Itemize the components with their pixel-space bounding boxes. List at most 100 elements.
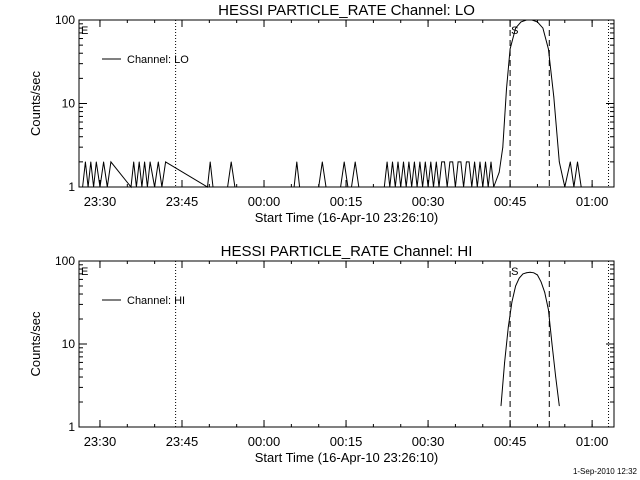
data-point — [394, 186, 396, 188]
data-point — [438, 186, 440, 188]
data-point — [389, 186, 391, 188]
x-tick-label: 00:45 — [494, 194, 527, 209]
x-tick-label: 23:45 — [166, 434, 199, 449]
data-point — [424, 161, 426, 163]
data-point — [504, 362, 505, 363]
data-point — [537, 21, 538, 23]
legend-label: Channel: LO — [127, 54, 189, 66]
y-tick-label: 100 — [55, 13, 75, 27]
data-point — [414, 161, 415, 163]
data-point — [553, 96, 555, 98]
data-point — [542, 27, 544, 29]
data-point — [82, 186, 83, 188]
data-point — [347, 186, 349, 188]
data-point — [471, 186, 473, 188]
y-tick-label: 1 — [68, 180, 75, 194]
data-point — [209, 161, 211, 163]
data-point — [358, 186, 360, 188]
data-point — [147, 186, 148, 188]
data-point — [408, 161, 410, 163]
data-point — [476, 186, 478, 188]
data-point — [405, 186, 407, 188]
data-point — [87, 186, 89, 188]
data-point — [531, 19, 533, 21]
data-point — [234, 186, 236, 188]
x-tick-label: 00:00 — [248, 194, 281, 209]
data-point — [141, 186, 143, 188]
data-point — [93, 186, 94, 188]
data-point — [460, 161, 462, 163]
legend-label: Channel: HI — [127, 295, 185, 307]
data-point — [548, 309, 549, 310]
data-point — [466, 161, 467, 163]
data-point — [144, 161, 146, 163]
data-point — [540, 281, 542, 283]
data-point — [520, 21, 522, 23]
marker-label: S — [511, 266, 518, 278]
data-point — [537, 274, 538, 276]
y-axis-label: Counts/sec — [28, 70, 43, 136]
data-point — [500, 405, 502, 407]
data-point — [580, 186, 582, 188]
data-point — [555, 376, 557, 378]
data-point — [154, 186, 156, 188]
data-point — [165, 161, 167, 163]
data-point — [403, 161, 404, 163]
data-point — [227, 186, 229, 188]
y-axis-label: Counts/sec — [28, 311, 43, 377]
data-point — [419, 161, 421, 163]
data-point — [430, 161, 432, 163]
data-point — [455, 186, 456, 188]
data-point — [85, 161, 86, 163]
data-point — [533, 272, 535, 274]
data-point — [502, 146, 504, 148]
data-point — [485, 161, 486, 163]
data-point — [138, 161, 140, 163]
y-tick-label: 100 — [55, 254, 75, 268]
chart-title: HESSI PARTICLE_RATE Channel: HI — [221, 243, 473, 260]
data-point — [433, 186, 434, 188]
x-tick-label: 00:00 — [248, 434, 281, 449]
data-point — [511, 301, 513, 303]
data-point — [515, 285, 516, 287]
data-point — [296, 161, 298, 163]
data-point — [518, 277, 520, 279]
x-tick-label: 00:30 — [412, 434, 445, 449]
data-point — [299, 186, 300, 188]
data-point — [446, 186, 448, 188]
data-point — [551, 343, 553, 345]
data-point — [444, 161, 445, 163]
data-point — [383, 186, 385, 188]
data-point — [416, 186, 418, 188]
data-point — [318, 186, 320, 188]
y-tick-label: 10 — [62, 97, 76, 111]
x-tick-label: 23:30 — [84, 194, 117, 209]
data-point — [149, 161, 151, 163]
data-point — [354, 161, 356, 163]
data-point — [321, 161, 323, 163]
data-point — [392, 161, 393, 163]
data-point — [506, 88, 507, 90]
x-tick-label: 01:00 — [576, 194, 609, 209]
data-point — [490, 161, 492, 163]
x-axis-label: Start Time (16-Apr-10 23:26:10) — [255, 450, 439, 465]
data-point — [526, 272, 527, 274]
data-point — [569, 161, 571, 163]
data-point — [558, 405, 560, 407]
data-point — [343, 161, 345, 163]
data-point — [293, 186, 295, 188]
data-point — [133, 161, 135, 163]
data-point — [548, 48, 549, 50]
x-tick-label: 00:30 — [412, 194, 445, 209]
data-point — [230, 161, 232, 163]
data-point — [110, 161, 112, 163]
data-point — [526, 19, 527, 21]
corner-label: E — [81, 25, 88, 37]
data-point — [479, 161, 481, 163]
x-tick-label: 00:45 — [494, 434, 527, 449]
data-point — [544, 291, 546, 293]
data-point — [515, 27, 516, 29]
data-point — [487, 186, 489, 188]
data-point — [95, 161, 97, 163]
data-point — [498, 171, 500, 173]
